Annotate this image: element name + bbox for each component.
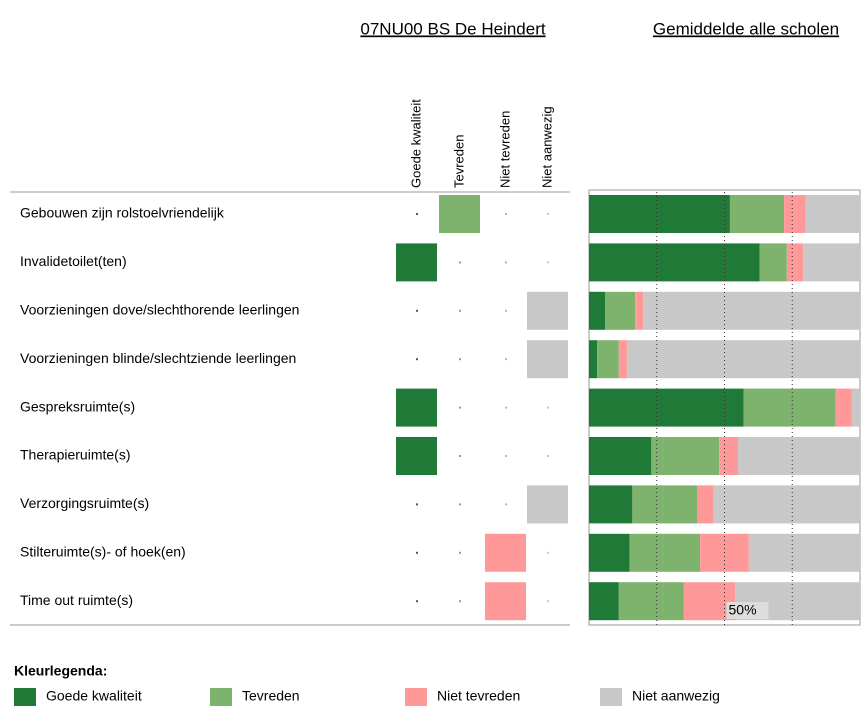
average-segment [805, 195, 860, 233]
average-segment [589, 485, 633, 524]
empty-cell-dot [416, 213, 418, 215]
school-answer [396, 243, 437, 282]
average-segment [618, 340, 627, 379]
average-segment [651, 437, 720, 475]
empty-cell-dot [459, 551, 461, 554]
school-answer [527, 340, 568, 379]
average-segment [629, 533, 701, 572]
row-label: Therapieruimte(s) [20, 447, 130, 463]
average-segment [589, 582, 619, 621]
empty-cell-dot [459, 600, 461, 603]
empty-cell-dot [547, 213, 549, 215]
average-segment [743, 388, 836, 427]
row-label: Invalidetoilet(ten) [20, 253, 127, 269]
empty-cell-dot [505, 309, 507, 312]
empty-cell-dot [547, 406, 549, 409]
row-label: Time out ruimte(s) [20, 592, 133, 608]
average-segment [786, 243, 804, 282]
average-segment [589, 340, 598, 379]
tick-label-bg [726, 602, 769, 619]
empty-cell-dot [505, 213, 507, 215]
average-segment [605, 291, 636, 330]
school-answer [396, 437, 437, 475]
average-segment [626, 340, 860, 379]
legend-swatch [210, 688, 232, 706]
average-segment [738, 437, 860, 475]
school-answer [527, 291, 568, 330]
legend-title: Kleurlegenda: [14, 663, 107, 679]
average-segment [635, 291, 644, 330]
empty-cell-dot [416, 503, 418, 506]
average-segment [719, 437, 739, 475]
x-tick-label: 50% [729, 602, 757, 618]
empty-cell-dot [459, 406, 461, 409]
column-header: Niet tevreden [497, 111, 512, 188]
average-segment [589, 291, 606, 330]
average-segment [835, 388, 852, 427]
average-segment [589, 388, 744, 427]
empty-cell-dot [459, 358, 461, 361]
empty-cell-dot [459, 455, 461, 457]
average-segment [697, 485, 714, 524]
empty-cell-dot [505, 261, 507, 264]
legend-swatch [405, 688, 427, 706]
average-segment [784, 195, 806, 233]
legend-swatch [14, 688, 36, 706]
column-header: Tevreden [451, 135, 466, 188]
row-label: Gespreksruimte(s) [20, 398, 135, 414]
legend-label: Niet aanwezig [632, 688, 720, 704]
average-segment [729, 195, 785, 233]
school-title: 07NU00 BS De Heindert [360, 19, 545, 38]
empty-cell-dot [547, 455, 549, 457]
empty-cell-dot [416, 309, 418, 312]
average-segment [632, 485, 698, 524]
empty-cell-dot [459, 309, 461, 312]
average-segment [589, 195, 730, 233]
row-label: Stilteruimte(s)- of hoek(en) [20, 544, 186, 560]
average-segment [759, 243, 787, 282]
row-label: Verzorgingsruimte(s) [20, 495, 149, 511]
empty-cell-dot [505, 358, 507, 361]
empty-cell-dot [547, 261, 549, 264]
school-answer [485, 582, 526, 621]
row-label: Voorzieningen dove/slechthorende leerlin… [20, 302, 299, 318]
average-segment [643, 291, 860, 330]
empty-cell-dot [505, 455, 507, 457]
empty-cell-dot [505, 406, 507, 409]
empty-cell-dot [459, 261, 461, 264]
column-header: Goede kwaliteit [408, 99, 423, 188]
average-segment [597, 340, 619, 379]
average-segment [589, 533, 630, 572]
legend-label: Niet tevreden [437, 688, 520, 704]
legend-label: Goede kwaliteit [46, 688, 142, 704]
school-answer [485, 533, 526, 572]
legend-label: Tevreden [242, 688, 300, 704]
school-answer [527, 485, 568, 524]
average-title: Gemiddelde alle scholen [653, 19, 839, 38]
empty-cell-dot [547, 600, 549, 603]
average-segment [589, 243, 760, 282]
legend-swatch [600, 688, 622, 706]
average-segment [803, 243, 860, 282]
school-answer [396, 388, 437, 427]
row-label: Voorzieningen blinde/slechtziende leerli… [20, 350, 296, 366]
average-segment [851, 388, 860, 427]
average-segment [748, 533, 860, 572]
column-header: Niet aanwezig [539, 106, 554, 188]
empty-cell-dot [459, 503, 461, 506]
school-answer [439, 195, 480, 233]
empty-cell-dot [505, 503, 507, 506]
average-segment [618, 582, 684, 621]
empty-cell-dot [547, 551, 549, 554]
empty-cell-dot [416, 600, 418, 603]
empty-cell-dot [416, 358, 418, 361]
row-label: Gebouwen zijn rolstoelvriendelijk [20, 205, 225, 221]
average-segment [589, 437, 652, 475]
empty-cell-dot [416, 551, 418, 554]
average-segment [713, 485, 860, 524]
